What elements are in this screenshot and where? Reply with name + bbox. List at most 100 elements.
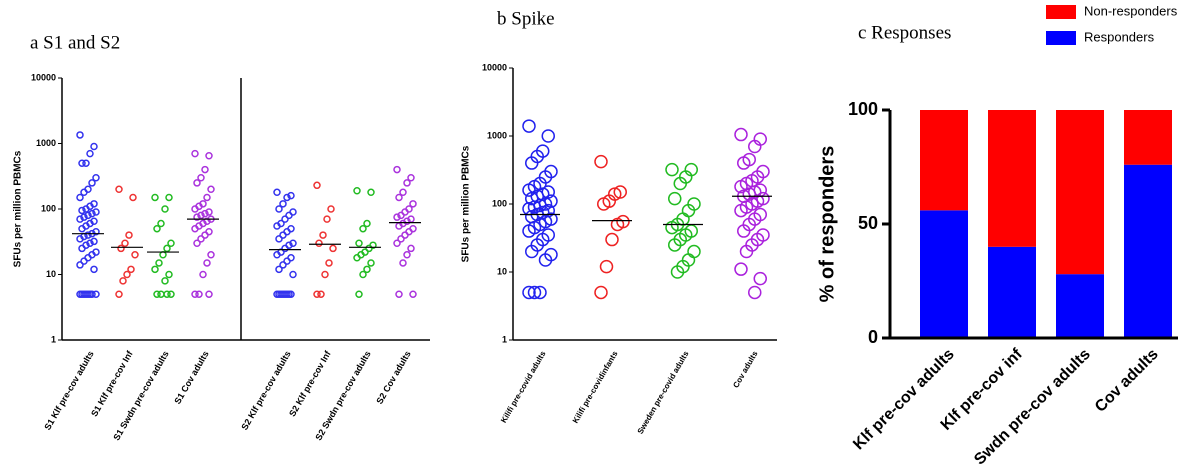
data-point bbox=[525, 156, 539, 170]
data-point bbox=[205, 208, 213, 216]
data-point bbox=[367, 188, 375, 197]
data-point bbox=[155, 259, 163, 267]
data-point bbox=[734, 262, 748, 276]
y-tick-label: 50 bbox=[858, 213, 878, 233]
x-tick-label: S2 Klf pre-cov adults bbox=[239, 349, 292, 432]
x-tick-label: S2 Cov adults bbox=[374, 349, 412, 406]
data-point bbox=[355, 239, 363, 247]
bar-segment bbox=[988, 246, 1036, 338]
data-point bbox=[167, 239, 175, 247]
data-point bbox=[407, 173, 415, 182]
data-point bbox=[207, 185, 215, 194]
data-point bbox=[283, 193, 291, 202]
data-point bbox=[78, 244, 86, 253]
data-point bbox=[76, 290, 84, 298]
data-point bbox=[123, 270, 131, 279]
x-tick-label: Klf pre-cov adults bbox=[850, 346, 958, 454]
data-point bbox=[734, 203, 748, 218]
data-point bbox=[283, 290, 291, 298]
data-point bbox=[203, 259, 211, 267]
data-point bbox=[129, 193, 137, 202]
data-point bbox=[407, 244, 415, 253]
data-point bbox=[90, 237, 98, 246]
data-point bbox=[80, 290, 88, 298]
data-point bbox=[668, 238, 682, 252]
data-point bbox=[203, 193, 211, 202]
data-point bbox=[121, 239, 129, 247]
y-tick-label: 10000 bbox=[31, 72, 56, 82]
legend-label: Responders bbox=[1084, 29, 1155, 44]
data-point bbox=[119, 277, 127, 285]
data-point bbox=[275, 290, 283, 298]
data-point bbox=[687, 244, 701, 259]
data-point bbox=[403, 251, 411, 259]
data-point bbox=[88, 209, 96, 218]
data-point bbox=[90, 265, 98, 274]
data-point bbox=[594, 285, 608, 300]
data-point bbox=[737, 224, 751, 238]
data-point bbox=[594, 154, 608, 169]
data-point bbox=[201, 231, 209, 239]
y-tick-label: 1 bbox=[502, 334, 507, 344]
data-point bbox=[289, 239, 297, 247]
data-point bbox=[163, 244, 171, 253]
data-point bbox=[131, 251, 139, 259]
data-point bbox=[201, 209, 209, 218]
data-point bbox=[92, 208, 100, 216]
data-point bbox=[605, 232, 619, 247]
data-point bbox=[76, 131, 84, 139]
data-point bbox=[92, 227, 100, 236]
data-point bbox=[317, 290, 325, 298]
data-point bbox=[541, 129, 555, 143]
data-point bbox=[285, 211, 293, 220]
data-point bbox=[319, 231, 327, 239]
x-tick-label: Kilifi pre-covidinfants bbox=[571, 349, 620, 425]
data-point bbox=[78, 206, 86, 215]
data-point bbox=[287, 290, 295, 298]
y-tick-label: 10 bbox=[497, 266, 507, 276]
data-point bbox=[193, 213, 201, 221]
data-point bbox=[82, 159, 90, 167]
data-point bbox=[313, 290, 321, 298]
data-point bbox=[193, 239, 201, 247]
data-point bbox=[283, 257, 291, 265]
x-tick-label: Kilifi pre-covid adults bbox=[499, 349, 548, 424]
y-tick-label: 0 bbox=[868, 327, 878, 347]
data-point bbox=[86, 149, 94, 158]
data-point bbox=[353, 254, 361, 262]
data-point bbox=[90, 142, 98, 151]
data-point bbox=[151, 193, 159, 202]
data-point bbox=[191, 290, 199, 298]
data-point bbox=[527, 285, 542, 300]
data-point bbox=[281, 215, 289, 223]
y-tick-label: 1 bbox=[51, 334, 56, 344]
data-point bbox=[734, 179, 748, 194]
bar-segment bbox=[1056, 274, 1104, 338]
data-point bbox=[92, 290, 100, 298]
data-point bbox=[80, 213, 88, 221]
data-point bbox=[665, 220, 679, 235]
y-tick-label: 1000 bbox=[36, 138, 56, 148]
data-point bbox=[395, 193, 403, 202]
data-point bbox=[599, 259, 614, 274]
data-point bbox=[117, 244, 125, 253]
data-point bbox=[197, 211, 205, 220]
x-tick-label: Cov adults bbox=[731, 349, 760, 389]
x-tick-label: Swdn pre-cov adults bbox=[971, 346, 1094, 469]
chart-title: c Responses bbox=[858, 22, 951, 43]
chart-title: b Spike bbox=[497, 8, 555, 29]
data-point bbox=[159, 251, 167, 259]
data-point bbox=[163, 290, 171, 298]
data-point bbox=[525, 191, 539, 206]
legend-swatch bbox=[1046, 31, 1076, 45]
data-point bbox=[201, 165, 209, 174]
data-point bbox=[88, 290, 96, 298]
data-point bbox=[668, 191, 682, 206]
data-point bbox=[127, 265, 135, 274]
data-point bbox=[393, 239, 401, 247]
data-point bbox=[753, 271, 767, 286]
data-point bbox=[86, 239, 94, 247]
data-point bbox=[78, 159, 86, 167]
data-point bbox=[359, 224, 367, 233]
y-axis-label: SFUs per million PBMCs bbox=[13, 150, 24, 267]
